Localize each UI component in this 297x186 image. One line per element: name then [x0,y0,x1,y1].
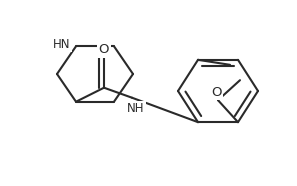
Text: O: O [99,43,109,56]
Text: NH: NH [127,102,145,115]
Text: HN: HN [53,38,71,51]
Text: O: O [211,86,221,99]
